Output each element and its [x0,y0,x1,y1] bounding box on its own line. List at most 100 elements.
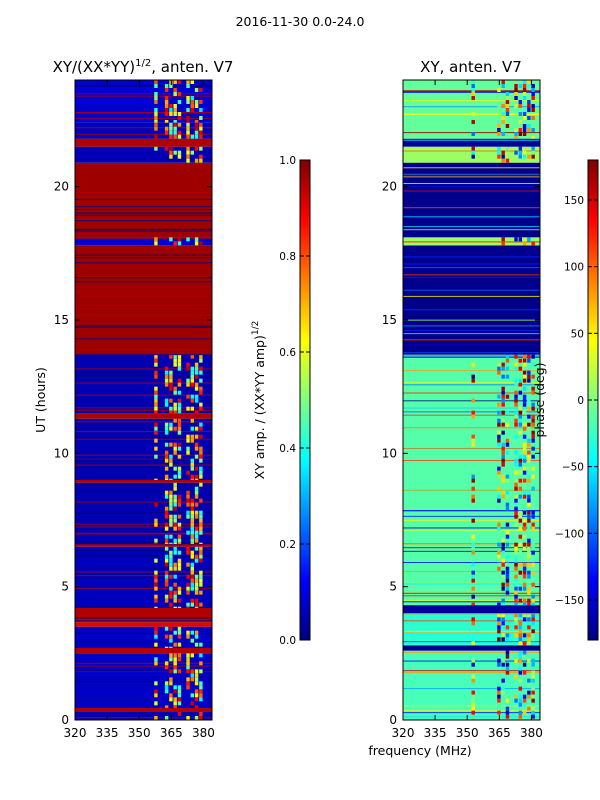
heatmap-cell [501,150,505,155]
heatmap-cell [514,88,518,92]
heatmap-cell [154,582,158,587]
heatmap-cell [173,538,177,543]
heatmap-cell [497,132,501,136]
heatmap-cell [531,422,535,427]
heatmap-cell [522,128,527,132]
heatmap-line [75,577,212,579]
y-tick-label: 15 [54,313,69,327]
heatmap-cell [522,466,527,471]
heatmap-line [75,112,212,114]
heatmap-cell [527,550,531,555]
heatmap-cell [501,602,505,606]
heatmap-cell [154,578,158,583]
heatmap-cell [522,374,527,379]
heatmap-cell [501,158,505,163]
heatmap-cell [514,434,518,439]
heatmap-cell [501,454,505,459]
heatmap-cell [164,646,169,648]
heatmap-cell [497,124,501,128]
heatmap-cell [190,518,195,523]
heatmap-cell [522,506,527,511]
heatmap-cell [169,154,173,159]
heatmap-cell [471,534,475,539]
heatmap-cell [186,80,190,84]
heatmap-cell [154,386,158,391]
heatmap-cell [471,690,475,695]
heatmap-cell [177,586,182,591]
heatmap-cell [505,710,510,715]
heatmap-cell [164,490,169,495]
heatmap-line [75,262,212,264]
heatmap-cell [531,482,535,487]
heatmap-cell [471,542,475,547]
heatmap-cell [190,498,195,503]
heatmap-cell [514,410,518,415]
heatmap-cell [514,128,518,132]
heatmap-cell [501,422,505,427]
heatmap-cell [505,625,510,630]
heatmap-cell [169,130,173,135]
heatmap-cell [531,438,535,443]
heatmap-cell [169,458,173,463]
heatmap-cell [501,84,505,88]
heatmap-cell [531,718,535,720]
heatmap-cell [169,681,173,686]
heatmap-cell [177,470,182,475]
heatmap-cell [527,498,531,503]
heatmap-cell [199,108,203,112]
heatmap-cell [190,669,195,674]
heatmap-cell [164,366,169,371]
heatmap-cell [501,598,505,603]
heatmap-cell [190,530,195,535]
heatmap-cell [169,522,173,527]
heatmap-cell [522,454,527,459]
heatmap-cell [164,634,169,639]
heatmap-cell [186,154,190,159]
heatmap-cell [199,366,203,371]
heatmap-cell [154,701,158,706]
heatmap-line [75,163,212,165]
heatmap-cell [194,478,199,480]
heatmap-cell [527,80,531,84]
heatmap-line [403,309,540,311]
heatmap-band [75,162,212,238]
heatmap-cell [190,108,195,112]
heatmap-cell [471,120,475,124]
heatmap-cell [190,598,195,603]
heatmap-cell [497,366,501,371]
heatmap-line [403,599,540,601]
heatmap-cell [169,410,173,414]
heatmap-cell [173,701,177,706]
heatmap-cell [173,418,177,423]
heatmap-cell [497,526,501,531]
heatmap-cell [164,374,169,379]
heatmap-cell [527,613,531,618]
heatmap-cell [169,590,173,595]
heatmap-cell [522,92,527,96]
heatmap-cell [501,558,505,563]
heatmap-cell [518,633,523,638]
heatmap-cell [518,714,523,719]
heatmap-cell [497,698,501,703]
heatmap-line [403,672,540,674]
heatmap-cell [169,626,173,631]
heatmap-cell [199,693,203,698]
heatmap-cell [169,669,173,674]
heatmap-cell [154,502,158,507]
heatmap-cell [497,637,501,642]
heatmap-cell [514,470,518,475]
heatmap-cell [531,414,535,419]
heatmap-line [75,523,212,525]
heatmap-cell [173,697,177,702]
heatmap-cell [497,702,501,707]
heatmap-cell [518,454,523,459]
heatmap-cell [194,689,199,694]
heatmap-cell [505,358,510,363]
heatmap-cell [199,510,203,515]
heatmap-cell [522,510,527,515]
heatmap-cell [169,586,173,591]
heatmap-cell [527,633,531,638]
heatmap-cell [522,358,527,363]
heatmap-cell [177,562,182,567]
heatmap-line [403,582,540,584]
